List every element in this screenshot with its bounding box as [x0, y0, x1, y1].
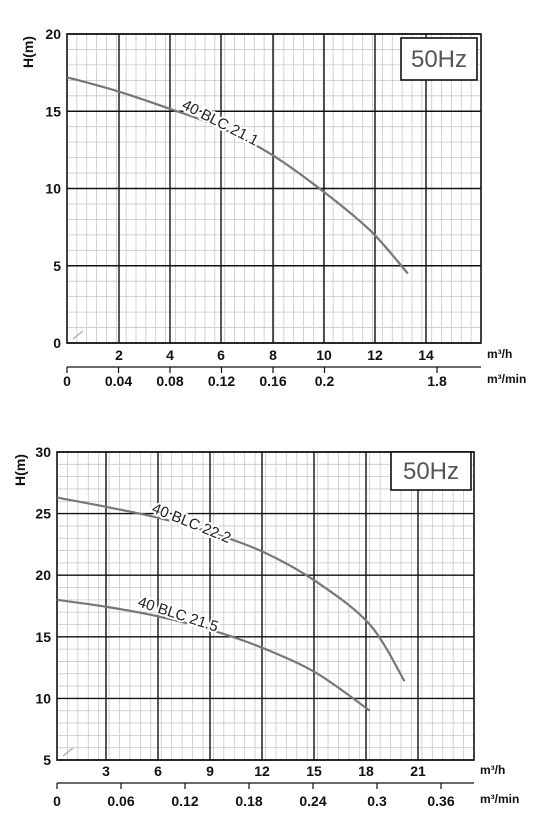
pump-curve-line [66, 76, 409, 275]
x-secondary-tick-label: 0.12 [208, 373, 235, 389]
plot-frame [56, 451, 475, 761]
origin-mark [72, 330, 84, 340]
x-axis-unit-primary: m³/h [487, 347, 512, 361]
x-secondary-tick-label: 0.18 [235, 793, 262, 809]
y-tick-label: 10 [45, 181, 61, 197]
x-tick-label: 9 [206, 763, 214, 779]
x-tick-label: 21 [410, 763, 426, 779]
y-tick-label: 20 [45, 26, 61, 42]
y-tick-label: 5 [53, 258, 61, 274]
y-tick-label: 0 [53, 335, 61, 351]
x-tick-label: 3 [102, 763, 110, 779]
frequency-badge-text: 50Hz [403, 458, 459, 485]
y-axis-label: H(m) [20, 36, 36, 68]
y-tick-label: 15 [35, 629, 51, 645]
x-secondary-tick-label: 1.8 [427, 373, 447, 389]
x-tick-label: 10 [316, 347, 332, 363]
frequency-badge [390, 451, 472, 491]
y-axis-label: H(m) [12, 454, 28, 486]
origin-mark [62, 747, 74, 757]
x-tick-label: 2 [115, 347, 123, 363]
plot-frame [66, 33, 482, 344]
x-secondary-tick-label: 0.16 [259, 373, 286, 389]
pump-curve-line [56, 598, 371, 712]
pump-curve-line [56, 496, 406, 682]
x-tick-label: 14 [418, 347, 434, 363]
curve-label: 40 BLC 21.1 [179, 96, 261, 149]
x-secondary-tick-label: 0.06 [107, 793, 134, 809]
x-axis-unit-secondary: m³/min [487, 372, 526, 386]
y-tick-label: 10 [35, 690, 51, 706]
frequency-badge-text: 50Hz [411, 46, 467, 73]
frequency-badge [400, 37, 478, 81]
x-secondary-tick-label: 0.2 [315, 373, 335, 389]
minor-grid [56, 451, 475, 761]
y-tick-label: 5 [43, 752, 51, 768]
x-secondary-tick-label: 0.24 [299, 793, 326, 809]
x-tick-label: 8 [269, 347, 277, 363]
x-tick-label: 6 [217, 347, 225, 363]
x-tick-label: 18 [358, 763, 374, 779]
x-tick-label: 15 [306, 763, 322, 779]
x-secondary-tick-label: 0 [53, 793, 61, 809]
x-secondary-tick-label: 0.04 [105, 373, 132, 389]
y-tick-label: 15 [45, 103, 61, 119]
curve-label: 40 BLC 22.2 [150, 500, 234, 547]
chart-2: 5 10 15 20 25 30 H(m) 3 6 9 12 15 18 21 m³/h 0 0.06 0.12 0… [12, 444, 519, 809]
chart-1: 0 5 10 15 20 H(m) 2 4 6 8 10 12 14 m³/h 0 0.04 0.08 0.12 0… [20, 26, 526, 389]
y-tick-label: 30 [35, 444, 51, 460]
x-axis-unit-secondary: m³/min [480, 792, 519, 806]
x-secondary-tick-label: 0.12 [171, 793, 198, 809]
x-secondary-tick-label: 0 [63, 373, 71, 389]
y-tick-label: 20 [35, 567, 51, 583]
x-axis-unit-primary: m³/h [480, 763, 505, 777]
x-tick-label: 6 [154, 763, 162, 779]
x-secondary-tick-label: 0.36 [427, 793, 454, 809]
x-tick-label: 12 [367, 347, 383, 363]
x-secondary-tick-label: 0.3 [367, 793, 387, 809]
x-tick-label: 4 [166, 347, 174, 363]
x-secondary-tick-label: 0.08 [156, 373, 183, 389]
x-tick-label: 12 [254, 763, 270, 779]
y-tick-label: 25 [35, 506, 51, 522]
